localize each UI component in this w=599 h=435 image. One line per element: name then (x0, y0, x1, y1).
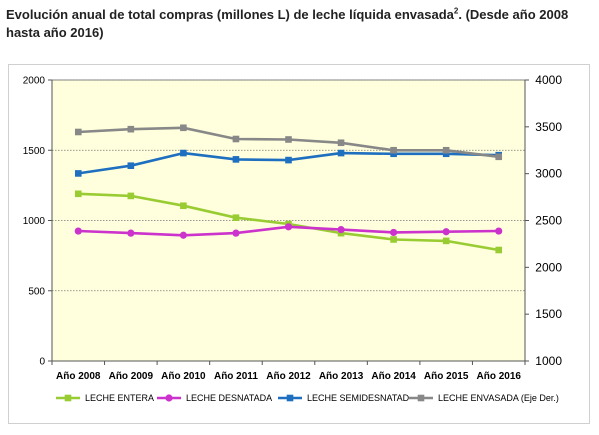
data-point (390, 236, 397, 243)
data-point (74, 170, 82, 177)
y-right-tick-label: 1500 (535, 307, 562, 321)
data-point (74, 227, 82, 235)
data-point (232, 135, 240, 143)
data-point (74, 190, 82, 198)
data-point (180, 202, 187, 210)
x-tick-label: Año 2015 (424, 371, 469, 382)
data-point (442, 228, 450, 236)
data-point (127, 125, 135, 133)
x-tick-label: Año 2013 (319, 371, 364, 382)
x-tick-label: Año 2011 (214, 371, 258, 382)
legend-swatch-marker (417, 394, 425, 402)
data-point (495, 246, 503, 254)
data-point (180, 149, 187, 157)
y-right-tick-label: 3000 (535, 167, 562, 181)
legend-label: LECHE SEMIDESNATAD (307, 393, 410, 403)
data-point (442, 146, 450, 154)
data-point (337, 226, 345, 234)
y-right-tick-label: 1000 (535, 354, 562, 368)
data-point (495, 227, 503, 235)
legend-label: LECHE ENTERA (85, 393, 154, 403)
data-point (74, 128, 82, 136)
chart-title-rest: . (Desde año 2008 hasta año 2016) (6, 7, 569, 40)
x-tick-label: Año 2014 (371, 371, 416, 382)
data-point (442, 237, 450, 245)
x-tick-label: Año 2008 (56, 371, 101, 382)
y-right-tick-label: 4000 (535, 73, 562, 87)
legend-label: LECHE DESNATADA (186, 393, 272, 403)
data-point (337, 139, 345, 147)
x-tick-label: Año 2012 (266, 371, 311, 382)
data-point (179, 231, 187, 239)
data-point (390, 228, 398, 237)
data-point (180, 124, 187, 132)
y-left-tick-label: 0 (39, 357, 45, 368)
chart-title: Evolución anual de total compras (millon… (6, 6, 591, 42)
y-left-tick-label: 2000 (23, 76, 46, 87)
legend-swatch-marker (64, 394, 72, 402)
chart-title-main: Evolución anual de total compras (millon… (6, 7, 454, 22)
y-left-tick-label: 1500 (23, 146, 46, 157)
x-tick-label: Año 2009 (109, 371, 154, 382)
data-point (232, 214, 240, 221)
data-point (285, 136, 292, 143)
data-point (495, 153, 503, 161)
data-point (127, 162, 135, 170)
data-point (127, 192, 135, 200)
data-point (285, 156, 292, 164)
y-right-tick-label: 2500 (535, 214, 562, 228)
y-right-tick-label: 3500 (535, 120, 562, 134)
legend-swatch-marker (286, 394, 294, 402)
data-point (232, 229, 240, 237)
y-right-tick-label: 2000 (535, 260, 562, 274)
data-point (127, 229, 135, 237)
legend-swatch-marker (165, 394, 173, 402)
data-point (390, 146, 397, 154)
chart-title-superscript: 2 (453, 6, 459, 16)
x-tick-label: Año 2010 (161, 371, 206, 382)
y-left-tick-label: 500 (28, 286, 45, 297)
data-point (232, 156, 240, 163)
x-tick-label: Año 2016 (476, 371, 521, 382)
data-point (442, 150, 450, 158)
data-point (337, 149, 345, 157)
legend-label: LECHE ENVASADA (Eje Der.) (438, 393, 559, 403)
y-left-tick-label: 1000 (23, 216, 46, 227)
data-point (284, 223, 293, 231)
data-point (390, 150, 397, 158)
